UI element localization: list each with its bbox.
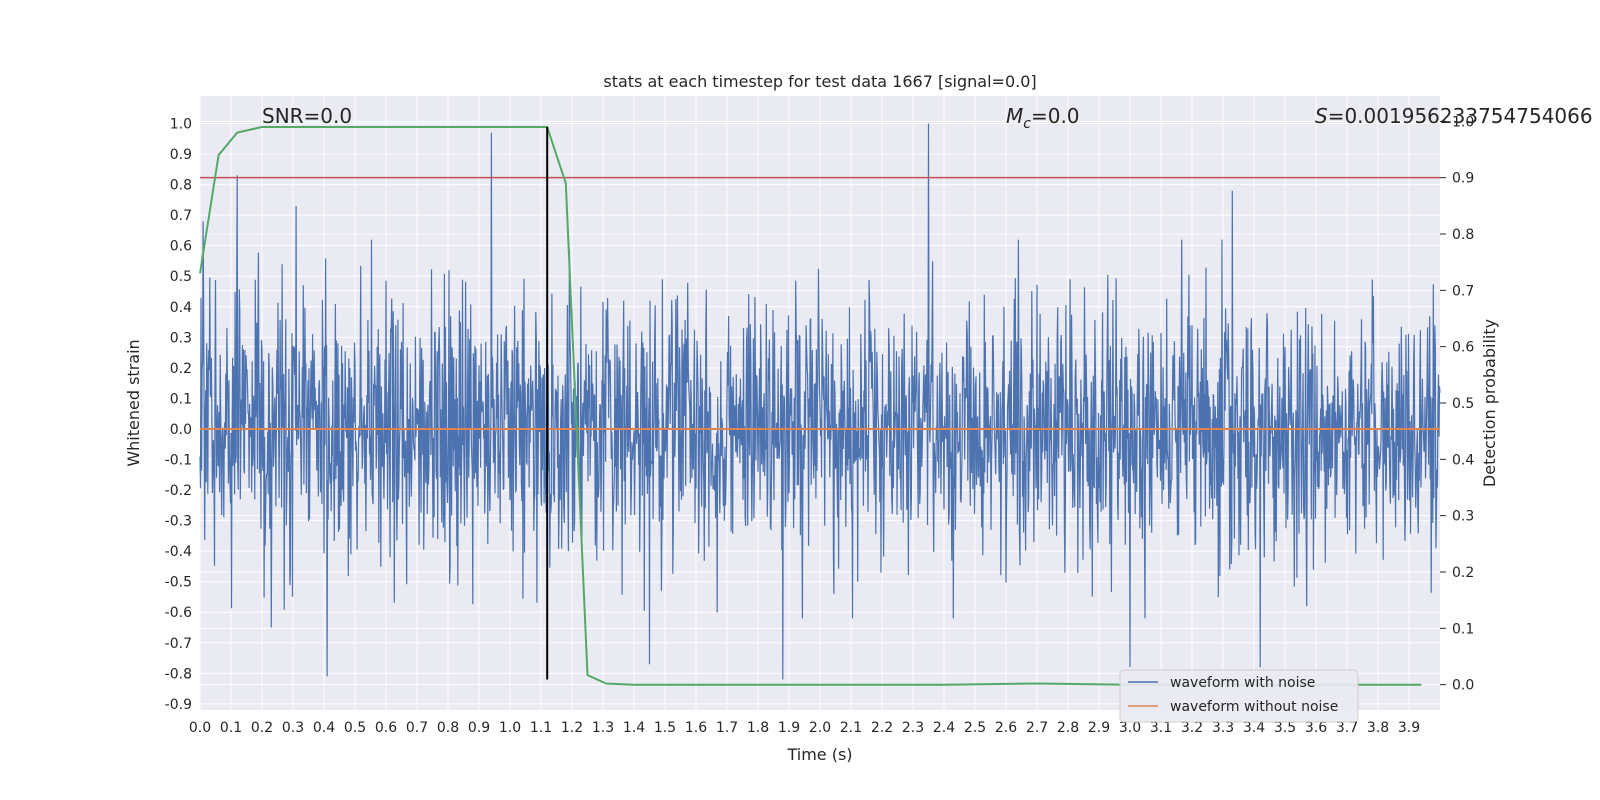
- mc-subscript: c: [1023, 116, 1031, 132]
- y-tick-label: 0.5: [170, 269, 192, 285]
- x-tick-label: 3.0: [1119, 720, 1141, 736]
- y-tick-label: 0.9: [170, 147, 192, 163]
- x-tick-label: 2.4: [933, 720, 955, 736]
- legend-box: [1119, 669, 1359, 723]
- x-tick-label: 1.3: [592, 720, 614, 736]
- mc-annotation: Mc=0.0: [1006, 104, 1080, 132]
- noise-series: [199, 123, 1441, 680]
- legend-label-noise: waveform with noise: [1170, 675, 1315, 691]
- y2-tick-label: 0.2: [1452, 565, 1474, 581]
- x-tick-label: 1.0: [499, 720, 521, 736]
- x-tick-label: 1.1: [530, 720, 552, 736]
- x-tick-label: 3.8: [1367, 720, 1389, 736]
- legend-label-clean: waveform without noise: [1170, 699, 1338, 715]
- y2-tick-label: 0.0: [1452, 678, 1474, 694]
- x-tick-label: 0.6: [375, 720, 397, 736]
- x-tick-label: 3.1: [1150, 720, 1172, 736]
- x-tick-label: 0.3: [282, 720, 304, 736]
- y-tick-label: 0.0: [170, 422, 192, 438]
- y-tick-label: 0.7: [170, 208, 192, 224]
- line-series: [199, 126, 1440, 686]
- y2-tick-label: 0.7: [1452, 283, 1474, 299]
- chart-title: stats at each timestep for test data 166…: [603, 72, 1036, 91]
- y-tick-label: -0.5: [165, 575, 192, 591]
- x-tick-label: 0.0: [189, 720, 211, 736]
- waveform-with-noise-line: [199, 123, 1441, 680]
- y2-tick-label: 0.9: [1452, 171, 1474, 187]
- mc-symbol: M: [1006, 104, 1023, 128]
- y2-tick-label: 1.0: [1452, 114, 1474, 130]
- y-tick-label: -0.8: [165, 666, 192, 682]
- x-tick-label: 2.0: [809, 720, 831, 736]
- y-tick-label: 0.3: [170, 330, 192, 346]
- x-tick-label: 0.1: [220, 720, 242, 736]
- x-tick-label: 2.8: [1057, 720, 1079, 736]
- x-tick-label: 1.5: [654, 720, 676, 736]
- y-tick-label: -0.6: [165, 605, 192, 621]
- y-tick-label: -0.2: [165, 483, 192, 499]
- y2-axis-label: Detection probability: [1480, 319, 1499, 487]
- x-tick-label: 1.4: [623, 720, 645, 736]
- legend: waveform with noise waveform without noi…: [1119, 669, 1359, 723]
- x-tick-label: 3.6: [1305, 720, 1327, 736]
- y-tick-label: 0.8: [170, 178, 192, 194]
- x-tick-label: 0.7: [406, 720, 428, 736]
- x-tick-label: 2.1: [840, 720, 862, 736]
- y-tick-label: -0.4: [165, 544, 192, 560]
- x-tick-label: 2.9: [1088, 720, 1110, 736]
- x-tick-label: 2.2: [871, 720, 893, 736]
- x-tick-label: 3.5: [1274, 720, 1296, 736]
- y2-tick-label: 0.3: [1452, 509, 1474, 525]
- y-tick-label: 0.1: [170, 391, 192, 407]
- y2-tick-label: 0.1: [1452, 621, 1474, 637]
- y-tick-label: 0.6: [170, 239, 192, 255]
- y2-tick-label: 0.5: [1452, 396, 1474, 412]
- x-tick-label: 0.8: [437, 720, 459, 736]
- x-tick-label: 0.2: [251, 720, 273, 736]
- x-tick-label: 1.6: [685, 720, 707, 736]
- x-tick-label: 3.3: [1212, 720, 1234, 736]
- y2-tick-label: 0.4: [1452, 452, 1474, 468]
- y-tick-label: 0.2: [170, 361, 192, 377]
- x-tick-label: 2.6: [995, 720, 1017, 736]
- x-tick-label: 1.8: [747, 720, 769, 736]
- x-tick-label: 2.3: [902, 720, 924, 736]
- y2-tick-label: 0.8: [1452, 227, 1474, 243]
- x-tick-label: 0.5: [344, 720, 366, 736]
- x-tick-label: 2.5: [964, 720, 986, 736]
- s-value: =0.001956233754754066: [1328, 104, 1593, 128]
- y-axis-label: Whitened strain: [124, 339, 143, 466]
- y-tick-label: -0.1: [165, 453, 192, 469]
- y-tick-label: -0.7: [165, 636, 192, 652]
- x-tick-label: 1.2: [561, 720, 583, 736]
- x-tick-label: 0.9: [468, 720, 490, 736]
- y2-ticks: 1.0 0.9 0.8 0.7 0.6 0.5 0.4 0.3 0.2 0.1 0.0: [1440, 114, 1474, 694]
- x-tick-label: 3.4: [1243, 720, 1265, 736]
- x-ticks: 0.0 0.1 0.2 0.3 0.4 0.5 0.6 0.7 0.8 0.9 1.0 1.1 1.2 1…: [189, 720, 1420, 736]
- detection-probability-line: [199, 126, 1422, 686]
- x-tick-label: 2.7: [1026, 720, 1048, 736]
- x-tick-label: 1.7: [716, 720, 738, 736]
- mc-value: =0.0: [1031, 104, 1080, 128]
- x-tick-label: 3.9: [1398, 720, 1420, 736]
- y-ticks: 1.0 0.9 0.8 0.7 0.6 0.5 0.4 0.3 0.2 0.1 0.0 -0.1 -0.…: [165, 116, 192, 712]
- y2-tick-label: 0.6: [1452, 340, 1474, 356]
- x-axis-label: Time (s): [786, 745, 852, 764]
- x-tick-label: 3.7: [1336, 720, 1358, 736]
- y-tick-label: 1.0: [170, 116, 192, 132]
- y-tick-label: -0.9: [165, 697, 192, 713]
- x-tick-label: 1.9: [778, 720, 800, 736]
- s-annotation: S=0.001956233754754066: [1315, 104, 1593, 128]
- y-tick-label: -0.3: [165, 514, 192, 530]
- s-symbol: S: [1315, 104, 1328, 128]
- x-tick-label: 0.4: [313, 720, 335, 736]
- snr-annotation: SNR=0.0: [262, 104, 352, 128]
- y-tick-label: 0.4: [170, 300, 192, 316]
- x-tick-label: 3.2: [1181, 720, 1203, 736]
